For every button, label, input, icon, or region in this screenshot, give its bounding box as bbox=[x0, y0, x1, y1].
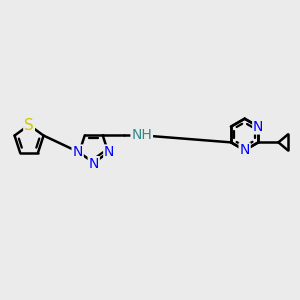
Text: NH: NH bbox=[131, 128, 152, 142]
Text: N: N bbox=[73, 145, 83, 159]
Text: N: N bbox=[253, 120, 263, 134]
Text: N: N bbox=[104, 145, 115, 159]
Text: N: N bbox=[88, 157, 99, 171]
Text: N: N bbox=[239, 143, 250, 157]
Text: S: S bbox=[24, 118, 34, 133]
